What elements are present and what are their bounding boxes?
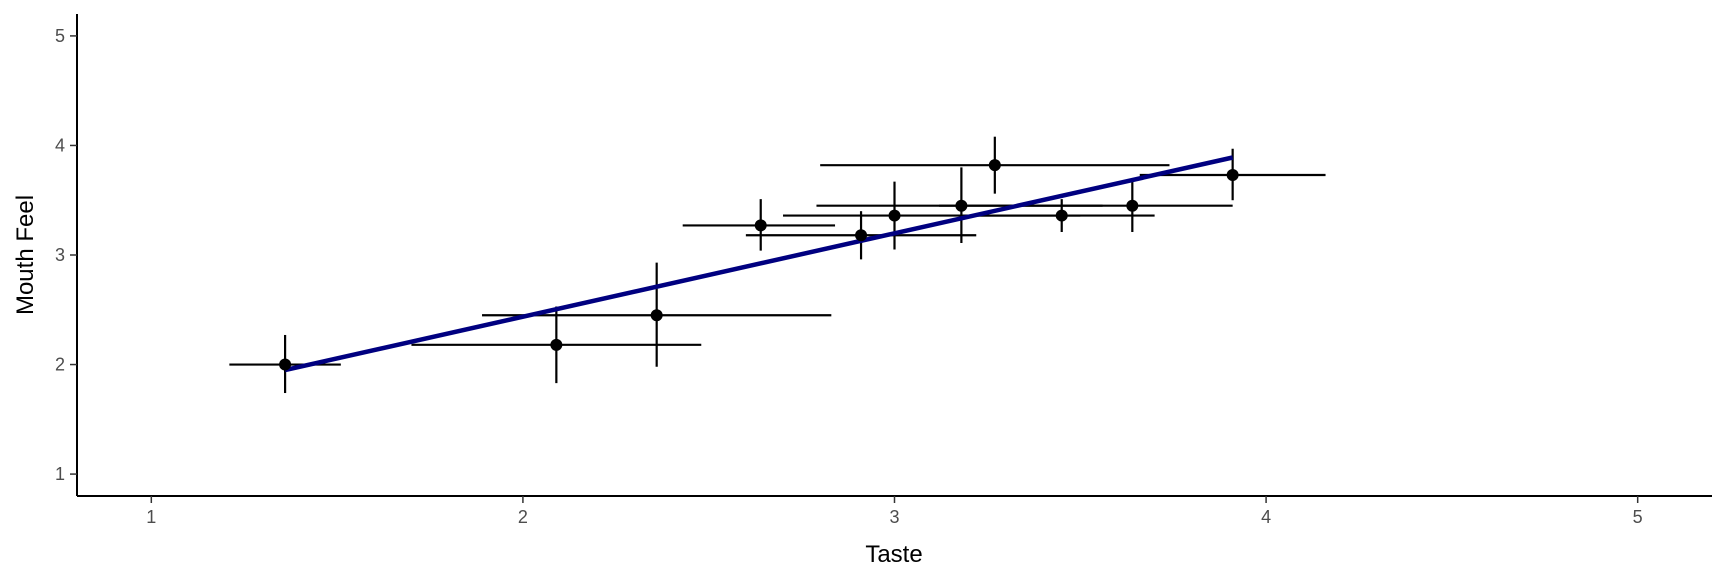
y-tick-label: 5 bbox=[55, 26, 65, 46]
x-error-bars bbox=[229, 164, 1326, 366]
data-point bbox=[1055, 209, 1068, 222]
data-point bbox=[855, 229, 868, 242]
data-point bbox=[650, 309, 663, 322]
y-tick-label: 3 bbox=[55, 245, 65, 265]
fit-line bbox=[284, 155, 1234, 373]
x-axis-title: Taste bbox=[865, 541, 922, 568]
x-tick-label: 3 bbox=[889, 507, 899, 527]
y-tick-label: 2 bbox=[55, 355, 65, 375]
data-point bbox=[550, 338, 563, 351]
data-point bbox=[955, 199, 968, 212]
y-tick-label: 4 bbox=[55, 135, 65, 155]
y-tick-label: 1 bbox=[55, 464, 65, 484]
x-tick-label: 5 bbox=[1633, 507, 1643, 527]
data-point bbox=[1126, 199, 1139, 212]
x-tick-label: 1 bbox=[146, 507, 156, 527]
x-axis-ticks: 1 2 3 4 5 bbox=[146, 496, 1643, 527]
fit-line-layer bbox=[284, 155, 1234, 373]
x-tick-label: 4 bbox=[1261, 507, 1271, 527]
x-tick-label: 2 bbox=[518, 507, 528, 527]
data-point bbox=[988, 159, 1001, 172]
axes: 1 2 3 4 5 1 2 3 4 5 bbox=[55, 14, 1712, 527]
data-point bbox=[888, 209, 901, 222]
y-axis-ticks: 1 2 3 4 5 bbox=[55, 26, 77, 484]
data-point bbox=[754, 219, 767, 232]
data-point bbox=[279, 358, 292, 371]
data-point bbox=[1226, 169, 1239, 182]
data-points bbox=[279, 159, 1239, 371]
y-axis-title: Mouth Feel bbox=[12, 195, 39, 315]
